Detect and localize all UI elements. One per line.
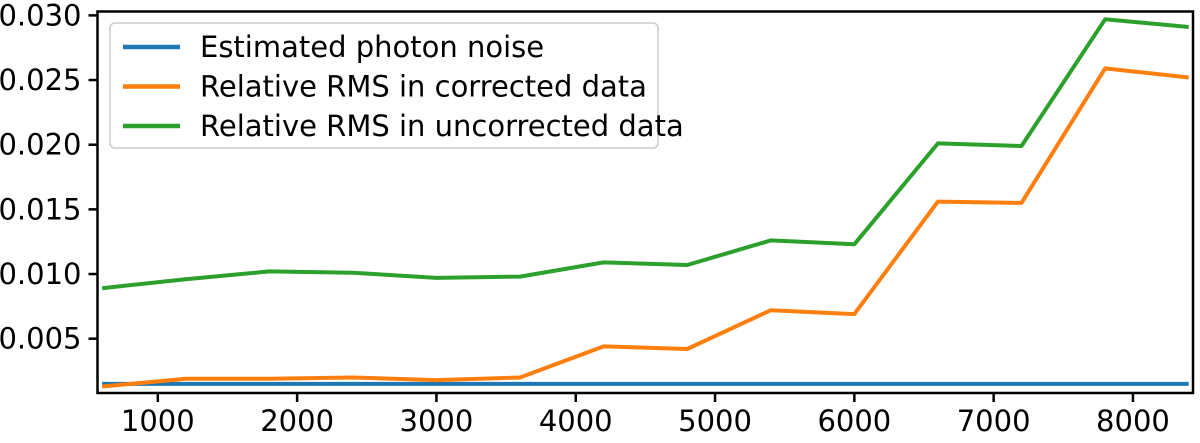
x-tick-label: 4000 bbox=[539, 404, 613, 438]
x-tick-label: 1000 bbox=[121, 404, 195, 438]
y-tick-label: 0.020 bbox=[0, 128, 82, 162]
x-tick-label: 2000 bbox=[260, 404, 334, 438]
x-axis: 1000 2000 3000 4000 5000 6000 7000 8000 bbox=[121, 393, 1170, 438]
x-tick-label: 7000 bbox=[957, 404, 1031, 438]
legend: Estimated photon noise Relative RMS in co… bbox=[109, 22, 684, 149]
series-line-relative-rms-in-uncorrected-data bbox=[101, 17, 1189, 291]
y-tick-label: 0.030 bbox=[0, 0, 82, 32]
y-tick-label: 0.015 bbox=[0, 192, 82, 226]
legend-box bbox=[109, 22, 659, 149]
x-tick-label: 3000 bbox=[400, 404, 474, 438]
legend-items: Estimated photon noise Relative RMS in co… bbox=[123, 30, 684, 143]
series-line-relative-rms-in-corrected-data bbox=[101, 66, 1189, 389]
plot-border bbox=[96, 10, 1195, 395]
x-tick-label: 8000 bbox=[1096, 404, 1170, 438]
data-series-group bbox=[101, 17, 1189, 389]
x-tick-label: 5000 bbox=[678, 404, 752, 438]
y-tick-label: 0.005 bbox=[0, 322, 82, 356]
legend-label: Relative RMS in corrected data bbox=[200, 70, 647, 104]
y-tick-label: 0.010 bbox=[0, 257, 82, 291]
y-axis: 0.005 0.010 0.015 0.020 0.025 0.030 bbox=[0, 0, 98, 356]
legend-label: Estimated photon noise bbox=[200, 30, 544, 64]
y-tick-label: 0.025 bbox=[0, 63, 82, 97]
x-tick-label: 6000 bbox=[817, 404, 891, 438]
legend-label: Relative RMS in uncorrected data bbox=[200, 109, 684, 143]
